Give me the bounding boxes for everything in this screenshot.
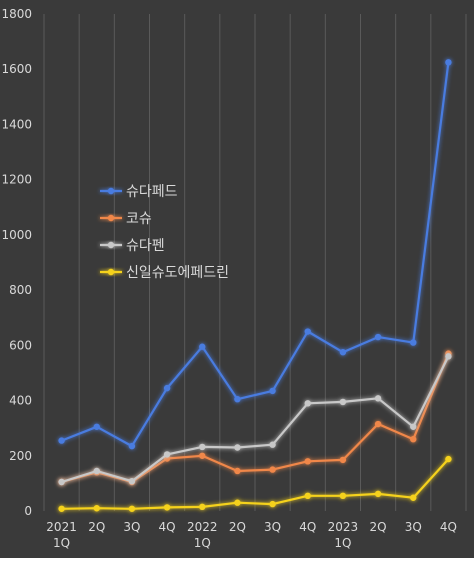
legend-swatch-marker xyxy=(107,268,115,276)
x-tick-label: 3Q xyxy=(123,520,140,534)
data-point xyxy=(269,387,276,395)
data-point xyxy=(199,503,206,511)
y-tick-label: 400 xyxy=(9,394,32,408)
legend-item xyxy=(100,268,122,276)
data-point xyxy=(58,505,65,512)
data-point xyxy=(199,343,206,350)
y-tick-label: 1800 xyxy=(1,7,32,21)
data-point xyxy=(374,490,382,498)
y-tick-label: 1400 xyxy=(1,117,32,131)
x-tick-label: 1Q xyxy=(334,536,351,550)
data-point xyxy=(339,492,347,500)
legend-item xyxy=(100,241,122,249)
data-point xyxy=(445,59,452,66)
data-point xyxy=(58,437,65,444)
data-point xyxy=(93,423,100,430)
data-point xyxy=(163,384,171,392)
data-point xyxy=(199,452,206,459)
data-point xyxy=(234,395,241,403)
data-point xyxy=(339,456,347,464)
x-tick-label: 3Q xyxy=(405,520,422,534)
y-tick-label: 1200 xyxy=(1,173,32,187)
data-point xyxy=(304,328,311,335)
data-point xyxy=(269,441,276,448)
data-point xyxy=(93,505,100,512)
data-point xyxy=(234,467,241,475)
data-point xyxy=(234,499,241,506)
x-tick-label: 4Q xyxy=(159,520,176,534)
data-point xyxy=(304,492,311,500)
y-tick-label: 800 xyxy=(9,283,32,297)
legend-swatch-marker xyxy=(107,241,115,249)
x-tick-label: 4Q xyxy=(440,520,457,534)
y-tick-label: 600 xyxy=(9,338,32,352)
series-4 xyxy=(58,455,452,512)
legend-label: 신일슈도에페드린 xyxy=(126,265,229,281)
grid-layer xyxy=(43,14,467,511)
legend-swatch-marker xyxy=(107,187,115,195)
data-point xyxy=(410,423,417,430)
data-point xyxy=(128,505,136,512)
data-point xyxy=(199,443,206,451)
data-point xyxy=(163,451,171,458)
data-point xyxy=(304,400,311,407)
data-point xyxy=(410,436,417,443)
x-tick-label: 2021 xyxy=(46,520,77,534)
data-point xyxy=(269,466,276,473)
x-tick-label: 2022 xyxy=(187,520,218,534)
legend-item xyxy=(100,214,122,222)
data-point xyxy=(163,504,171,511)
x-tick-label: 2Q xyxy=(370,520,387,534)
series-line xyxy=(61,62,450,448)
legend-label: 슈다페드 xyxy=(126,184,178,200)
x-tick-label: 4Q xyxy=(299,520,316,534)
x-tick-label: 1Q xyxy=(194,536,211,550)
x-tick-label: 2Q xyxy=(229,520,246,534)
data-point xyxy=(374,395,382,402)
x-tick-label: 2Q xyxy=(88,520,105,534)
y-tick-label: 1600 xyxy=(1,62,32,76)
data-point xyxy=(374,420,382,428)
x-tick-label: 3Q xyxy=(264,520,281,534)
y-tick-label: 1000 xyxy=(1,228,32,242)
x-tick-label: 2023 xyxy=(328,520,359,534)
data-point xyxy=(128,477,136,485)
data-point xyxy=(445,455,452,463)
legend-swatch-marker xyxy=(107,214,115,222)
data-point xyxy=(445,353,452,360)
legend-label: 슈다펜 xyxy=(126,238,165,254)
x-tick-label: 1Q xyxy=(53,536,70,550)
data-point xyxy=(269,500,276,508)
data-point xyxy=(339,398,347,406)
data-point xyxy=(339,349,347,356)
series-line xyxy=(61,355,450,484)
axis-layer: 0 200 400 600 800 1000 1200 1400 1600 1800 2021 1Q 2… xyxy=(1,7,457,550)
series-3 xyxy=(58,353,452,486)
data-point xyxy=(58,478,65,486)
series-line xyxy=(61,458,450,510)
y-tick-label: 0 xyxy=(24,504,32,518)
data-point xyxy=(374,333,382,341)
legend-label: 코슈 xyxy=(126,211,152,227)
series-layer xyxy=(58,59,452,512)
data-point xyxy=(410,339,417,346)
data-point xyxy=(304,458,311,465)
data-point xyxy=(234,444,241,451)
legend-item xyxy=(100,187,122,195)
series-1 xyxy=(58,59,452,450)
y-tick-label: 200 xyxy=(9,449,32,463)
data-point xyxy=(128,442,136,450)
data-point xyxy=(93,467,100,475)
data-point xyxy=(410,494,417,501)
